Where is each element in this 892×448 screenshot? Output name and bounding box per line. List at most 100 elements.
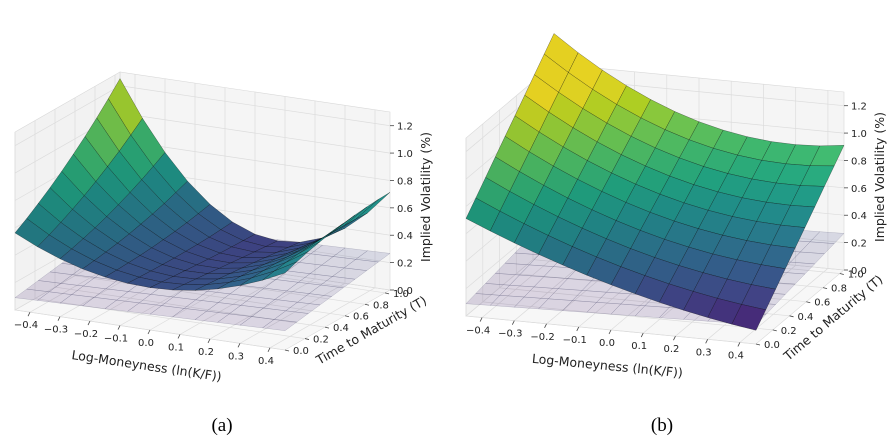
reference-surface-cell [343, 259, 379, 271]
reference-surface-cell [48, 283, 84, 295]
reference-surface-cell [596, 291, 632, 305]
reference-surface-cell [296, 293, 333, 306]
y-tick-label: 0.6 [353, 312, 369, 323]
reference-surface-cell [161, 296, 197, 309]
reference-surface-cell [274, 290, 310, 303]
reference-surface-cell [799, 241, 835, 254]
reference-surface-cell [71, 285, 107, 298]
reference-surface-cell [513, 296, 549, 310]
reference-surface-cell [251, 287, 288, 300]
reference-surface-cell [172, 288, 209, 301]
reference-surface-cell [475, 283, 511, 296]
x-tick-label: −0.2 [74, 329, 98, 340]
x-tick [177, 334, 181, 339]
reference-surface-cell [37, 271, 74, 284]
reference-surface-cell [261, 319, 298, 331]
x-tick [544, 323, 547, 328]
x-tick [117, 325, 121, 330]
y-tick [344, 315, 350, 318]
y-tick-label: 1.0 [393, 289, 409, 300]
z-axis-title: Implied Volatility (%) [872, 112, 887, 242]
y-tick [789, 315, 794, 318]
x-tick-label: −0.2 [530, 332, 554, 343]
reference-surface-cell [557, 278, 593, 291]
reference-surface-cell [263, 279, 299, 292]
reference-surface-cell [355, 250, 391, 263]
panel-caption: (a) [211, 415, 232, 436]
x-tick-label: 0.0 [599, 338, 615, 349]
reference-surface-cell [116, 291, 152, 304]
reference-surface-cell [239, 316, 275, 329]
reference-surface-cell [485, 273, 521, 286]
reference-surface-cell [59, 294, 95, 307]
z-tick-label: 0.8 [851, 156, 867, 167]
reference-surface-cell [36, 291, 73, 304]
z-tick-label: 0.2 [851, 239, 867, 250]
reference-surface-cell [789, 251, 825, 265]
reference-surface-cell [509, 274, 545, 288]
x-tick-label: 0.3 [696, 347, 712, 358]
reference-surface-cell [273, 310, 309, 323]
y-tick-label: 1.0 [848, 270, 864, 281]
y-tick-label: 0.6 [814, 298, 830, 309]
x-tick [147, 329, 151, 335]
reference-surface-cell [229, 285, 265, 297]
reference-surface-cell [298, 253, 334, 266]
reference-surface-cell [126, 302, 163, 315]
x-tick-label: 0.1 [631, 341, 647, 352]
y-tick [364, 303, 370, 306]
reference-surface-cell [523, 286, 559, 300]
z-tick-label: 0.6 [397, 204, 413, 215]
x-tick-label: 0.0 [138, 338, 154, 349]
x-tick-label: 0.2 [198, 347, 214, 358]
y-tick [806, 301, 811, 304]
reference-surface-cell [81, 297, 118, 309]
reference-surface-cell [194, 310, 230, 323]
z-tick-label: 1.2 [851, 102, 867, 113]
reference-surface-cell [489, 295, 525, 308]
reference-surface-cell [297, 273, 334, 286]
x-tick [207, 338, 211, 344]
y-tick [304, 338, 310, 340]
reference-surface-cell [547, 288, 583, 301]
x-tick [27, 312, 31, 317]
y-tick-label: 0.2 [313, 335, 329, 346]
reference-surface-cell [332, 247, 369, 260]
x-tick-label: −0.4 [466, 326, 490, 337]
y-tick [384, 292, 390, 295]
reference-surface-cell [586, 302, 622, 315]
reference-surface-cell [60, 274, 96, 287]
reference-surface-cell [780, 261, 816, 275]
z-tick-label: 1.0 [397, 149, 413, 160]
reference-surface-cell [309, 264, 345, 277]
reference-surface-cell [331, 267, 368, 280]
reference-surface-cell [104, 299, 140, 312]
reference-surface-cell [216, 313, 253, 326]
x-tick [237, 343, 241, 348]
reference-surface-cell [262, 299, 299, 312]
y-tick-label: 0.0 [293, 346, 309, 357]
x-tick [673, 336, 676, 341]
reference-surface-cell [171, 308, 208, 320]
reference-surface-cell [571, 290, 607, 303]
reference-surface-cell [562, 300, 598, 313]
z-tick-label: 1.0 [851, 129, 867, 140]
y-tick-label: 0.0 [764, 340, 780, 351]
x-tick-label: 0.3 [228, 351, 244, 362]
reference-surface-cell [634, 305, 670, 318]
reference-surface-cell [195, 290, 231, 303]
z-tick-label: 0.0 [851, 266, 867, 277]
y-tick-label: 0.8 [831, 284, 847, 295]
iv-surface-cell [262, 261, 297, 281]
reference-surface-cell [537, 298, 573, 311]
x-tick [608, 329, 612, 335]
x-tick-label: 0.4 [258, 356, 274, 367]
x-tick [705, 339, 709, 344]
x-tick-label: −0.3 [498, 329, 522, 340]
x-tick-label: −0.4 [14, 320, 38, 331]
y-tick [755, 343, 761, 346]
y-tick [772, 329, 777, 332]
reference-surface-cell [499, 284, 535, 298]
x-tick [479, 317, 483, 322]
